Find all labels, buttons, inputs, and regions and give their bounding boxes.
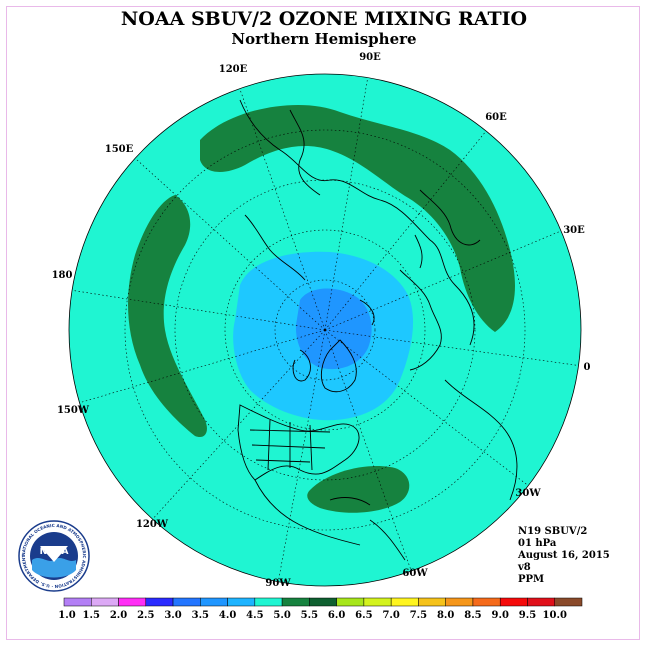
ozone-region-polar-core bbox=[295, 288, 372, 370]
legend-swatch bbox=[445, 597, 474, 607]
lon-label-180: 180 bbox=[52, 270, 73, 281]
legend-swatch bbox=[472, 597, 501, 607]
info-date: August 16, 2015 bbox=[518, 550, 610, 561]
legend-swatch bbox=[390, 597, 419, 607]
legend-tick-label: 6.5 bbox=[355, 610, 372, 621]
legend-tick-label: 9.0 bbox=[492, 610, 509, 621]
legend-tick-label: 7.5 bbox=[410, 610, 427, 621]
map-subtitle: Northern Hemisphere bbox=[231, 30, 417, 48]
legend-swatch bbox=[172, 597, 201, 607]
legend-swatch bbox=[63, 597, 92, 607]
legend-swatch bbox=[309, 597, 337, 607]
legend-swatch bbox=[91, 597, 119, 607]
color-legend: 1.0 1.5 2.0 2.5 3.0 3.5 4.0 4.5 5.0 5.5 6.0 6.5 7.0 7… bbox=[58, 597, 583, 621]
info-block: N19 SBUV/2 01 hPa August 16, 2015 v8 PPM bbox=[518, 526, 610, 586]
legend-swatch bbox=[227, 597, 256, 607]
latitude-circles bbox=[124, 129, 526, 531]
legend-tick-label: 9.5 bbox=[519, 610, 536, 621]
legend-swatch bbox=[336, 597, 365, 607]
legend-tick-label: 3.5 bbox=[192, 610, 209, 621]
legend-tick-label: 1.0 bbox=[58, 610, 75, 621]
lon-label-30w: 30W bbox=[515, 488, 541, 499]
legend-swatch bbox=[418, 597, 446, 607]
ozone-band-eurasia bbox=[200, 104, 515, 332]
legend-swatch bbox=[554, 597, 583, 607]
lon-label-30e: 30E bbox=[563, 225, 585, 236]
legend-tick-label: 4.5 bbox=[246, 610, 263, 621]
legend-swatch bbox=[118, 597, 147, 607]
legend-swatch bbox=[254, 597, 283, 607]
meridians bbox=[69, 74, 581, 584]
legend-swatch bbox=[200, 597, 228, 607]
legend-swatch bbox=[363, 597, 392, 607]
legend-swatch bbox=[281, 597, 310, 607]
legend-swatch bbox=[527, 597, 555, 607]
legend-tick-label: 10.0 bbox=[543, 610, 567, 621]
legend-tick-label: 5.5 bbox=[301, 610, 318, 621]
map-title: NOAA SBUV/2 OZONE MIXING RATIO bbox=[120, 8, 528, 30]
logo-text: NOAA bbox=[40, 547, 69, 557]
legend-swatch bbox=[499, 597, 528, 607]
noaa-logo: NOAA NATIONAL OCEANIC AND ATMOSPHERIC AD… bbox=[18, 520, 90, 592]
lon-label-60e: 60E bbox=[485, 112, 507, 123]
coastlines bbox=[237, 99, 518, 561]
legend-tick-label: 6.0 bbox=[328, 610, 345, 621]
info-units: PPM bbox=[518, 574, 545, 585]
legend-tick-label: 2.0 bbox=[110, 610, 127, 621]
map-frame bbox=[6, 6, 640, 640]
legend-tick-label: 8.0 bbox=[437, 610, 454, 621]
lon-label-60w: 60W bbox=[402, 568, 428, 579]
ozone-band-atlantic bbox=[307, 466, 410, 513]
legend-tick-label: 2.5 bbox=[137, 610, 154, 621]
info-satellite: N19 SBUV/2 bbox=[518, 526, 588, 537]
ozone-band-pacific bbox=[128, 195, 207, 438]
lon-label-120e: 120E bbox=[219, 64, 248, 75]
lon-label-120w: 120W bbox=[136, 519, 169, 530]
lon-label-90w: 90W bbox=[265, 578, 291, 589]
legend-swatch bbox=[145, 597, 174, 607]
lon-label-150w: 150W bbox=[57, 405, 90, 416]
legend-tick-label: 5.0 bbox=[273, 610, 290, 621]
lon-label-150e: 150E bbox=[105, 144, 134, 155]
legend-tick-label: 4.0 bbox=[219, 610, 236, 621]
legend-tick-label: 8.5 bbox=[464, 610, 481, 621]
lon-label-0: 0 bbox=[584, 362, 591, 373]
legend-tick-label: 3.0 bbox=[164, 610, 181, 621]
legend-tick-label: 7.0 bbox=[382, 610, 399, 621]
longitude-labels: 90E 60E 30E 0 30W 60W 90W 120W 150W 180 … bbox=[52, 52, 591, 589]
legend-tick-label: 1.5 bbox=[83, 610, 100, 621]
info-level: 01 hPa bbox=[518, 538, 557, 549]
lon-label-90e: 90E bbox=[359, 52, 381, 63]
info-version: v8 bbox=[518, 562, 531, 573]
